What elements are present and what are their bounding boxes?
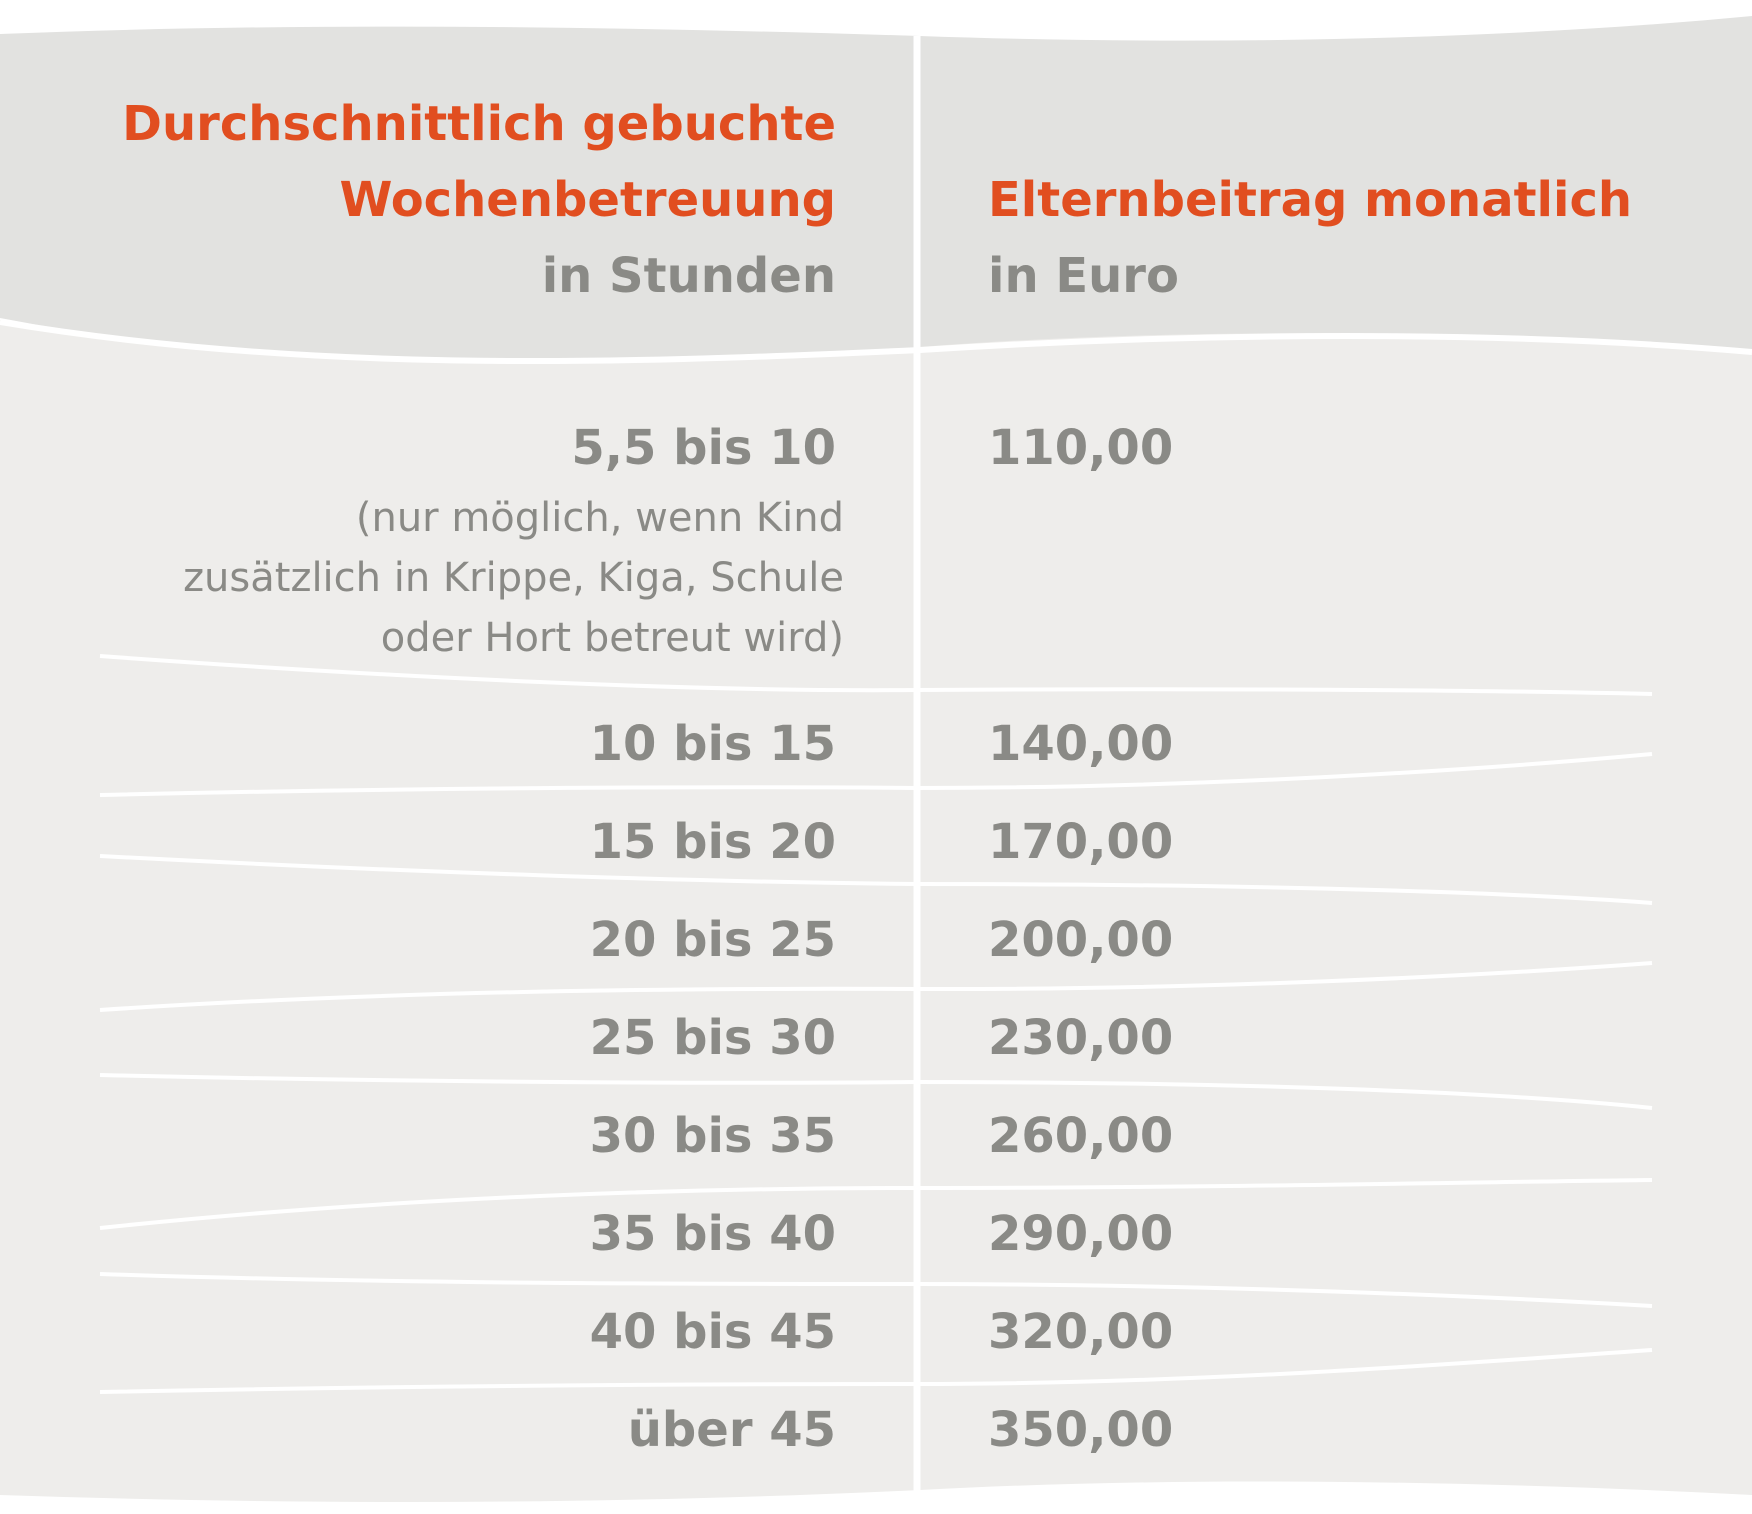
row-separator	[99, 654, 1653, 696]
row-fee: 260,00	[988, 1108, 1174, 1164]
row-fee: 290,00	[988, 1206, 1174, 1262]
row-hours: 35 bis 40	[589, 1206, 836, 1262]
table-header-panel	[0, 16, 1752, 363]
row-hours: 5,5 bis 10	[571, 420, 836, 476]
row-hours: 25 bis 30	[589, 1010, 836, 1066]
header-hours-title-line1: Durchschnittlich gebuchte	[122, 96, 836, 152]
row-separator	[99, 752, 1653, 797]
row-fee: 350,00	[988, 1402, 1174, 1458]
row-hours: 40 bis 45	[589, 1304, 836, 1360]
row-separator	[99, 1272, 1653, 1308]
row-note-line2: zusätzlich in Krippe, Kiga, Schule	[183, 555, 844, 601]
row-separator	[99, 1073, 1653, 1110]
header-hours-title-line2: Wochenbetreuung	[339, 172, 836, 228]
row-hours: 15 bis 20	[589, 814, 836, 870]
row-fee: 230,00	[988, 1010, 1174, 1066]
row-hours: 30 bis 35	[589, 1108, 836, 1164]
row-separator	[99, 961, 1653, 1012]
row-hours: 10 bis 15	[589, 716, 836, 772]
header-fee-unit: in Euro	[988, 248, 1179, 304]
row-fee: 140,00	[988, 716, 1174, 772]
row-hours: 20 bis 25	[589, 912, 836, 968]
row-fee: 320,00	[988, 1304, 1174, 1360]
row-fee: 200,00	[988, 912, 1174, 968]
row-separator	[99, 1178, 1653, 1230]
table-body-panel	[0, 320, 1752, 1502]
row-separator	[99, 1348, 1653, 1394]
header-hours-unit: in Stunden	[541, 248, 836, 304]
row-separator	[99, 854, 1653, 905]
row-hours: über 45	[627, 1402, 836, 1458]
row-fee: 170,00	[988, 814, 1174, 870]
row-note-line1: (nur möglich, wenn Kind	[355, 495, 844, 541]
row-fee: 110,00	[988, 420, 1174, 476]
row-note-line3: oder Hort betreut wird)	[380, 615, 844, 661]
header-fee-title: Elternbeitrag monatlich	[988, 172, 1633, 228]
